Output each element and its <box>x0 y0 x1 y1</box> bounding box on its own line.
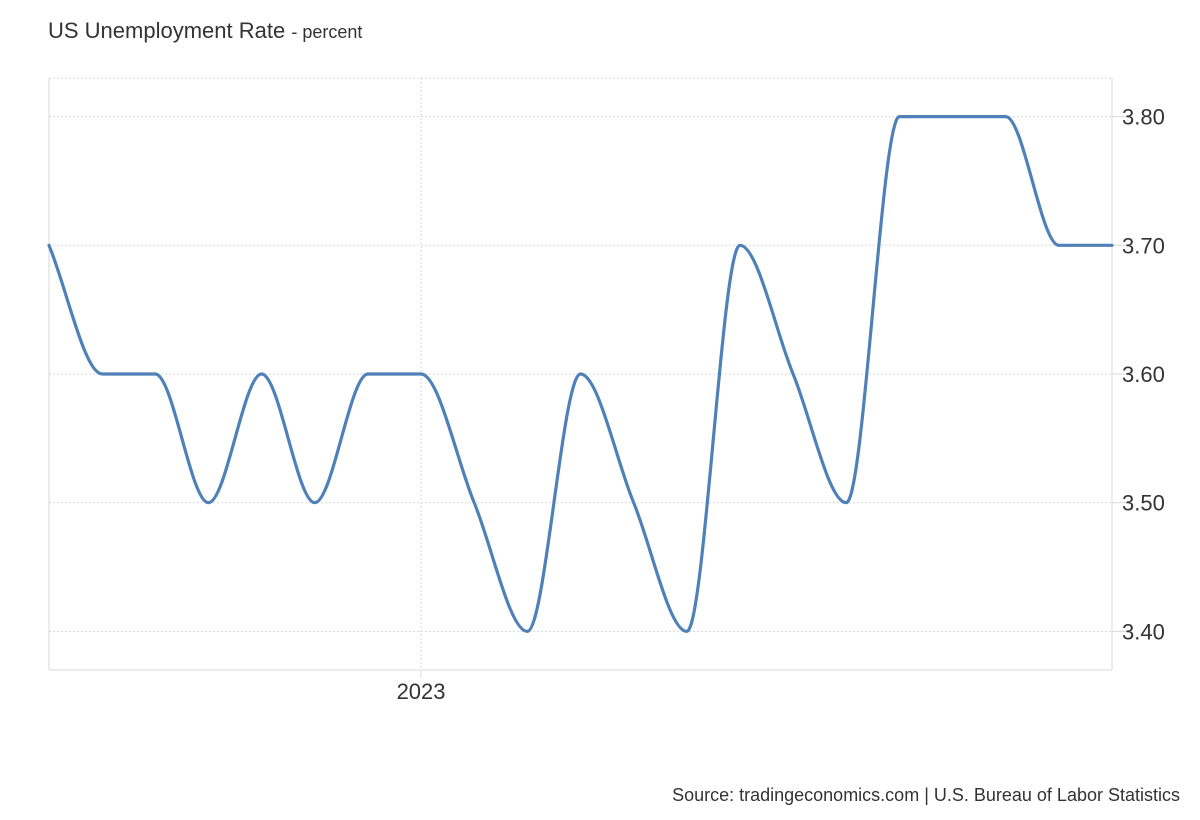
y-tick-label: 3.60 <box>1122 362 1165 387</box>
y-tick-label: 3.80 <box>1122 105 1165 130</box>
y-tick-label: 3.50 <box>1122 491 1165 516</box>
chart-subtitle: - percent <box>291 22 363 42</box>
source-note: Source: tradingeconomics.com | U.S. Bure… <box>672 785 1180 805</box>
y-tick-label: 3.70 <box>1122 233 1165 258</box>
x-tick-label: 2023 <box>397 679 446 704</box>
y-tick-label: 3.40 <box>1122 619 1165 644</box>
tick-labels: 3.40 3.50 3.60 3.70 3.80 2023 <box>397 105 1165 704</box>
series-layer <box>47 115 1114 633</box>
chart-title-text: US Unemployment Rate <box>48 18 286 43</box>
series-line <box>47 115 1114 633</box>
axes <box>48 78 1132 678</box>
chart-title: US Unemployment Rate - percent <box>48 18 362 44</box>
